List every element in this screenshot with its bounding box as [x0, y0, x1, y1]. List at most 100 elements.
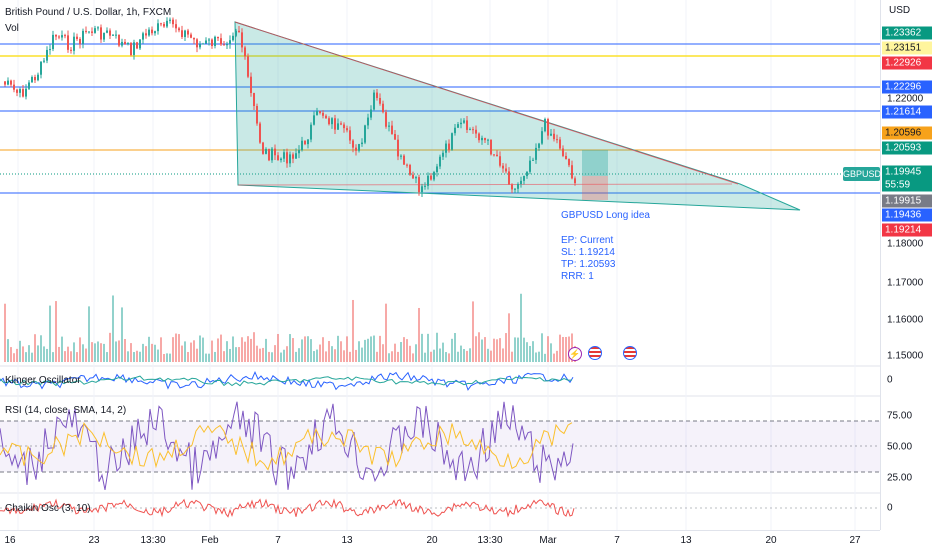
time-tick: 7	[275, 535, 281, 546]
candle-body	[559, 139, 561, 149]
volume-bar	[85, 348, 87, 362]
currency-label: USD	[889, 5, 911, 16]
candle-body	[517, 183, 519, 189]
candle-body	[118, 34, 120, 46]
candle-body	[565, 155, 567, 160]
volume-bar	[334, 349, 336, 362]
candle-body	[181, 30, 183, 37]
chaikin-tick: 0	[887, 502, 893, 514]
volume-bar	[310, 339, 312, 362]
volume-bar	[232, 336, 234, 362]
candle-body	[325, 115, 327, 119]
candle-body	[100, 27, 102, 40]
lightning-event-icon[interactable]: ⚡	[568, 347, 582, 361]
volume-bar	[82, 344, 84, 362]
klinger-label[interactable]: Klinger Oscillator	[5, 375, 81, 386]
candle-body	[337, 123, 339, 130]
volume-bar	[256, 345, 258, 362]
rsi-label[interactable]: RSI (14, close, SMA, 14, 2)	[5, 405, 127, 416]
candle-body	[457, 124, 459, 128]
volume-bar	[316, 349, 318, 362]
candle-body	[472, 129, 474, 131]
candle-body	[142, 33, 144, 40]
volume-label[interactable]: Vol	[5, 23, 19, 34]
volume-bar	[331, 346, 333, 362]
candle-body	[31, 76, 33, 83]
volume-bar	[34, 334, 36, 362]
volume-bar	[424, 352, 426, 362]
us-flag-event-icon[interactable]	[588, 346, 602, 360]
us-flag-event-icon[interactable]	[623, 346, 637, 360]
price-badge: 1.22296	[882, 80, 932, 94]
candle-body	[463, 120, 465, 123]
symbol-title[interactable]: British Pound / U.S. Dollar, 1h, FXCM	[5, 7, 172, 18]
candle-body	[28, 82, 30, 89]
candle-body	[352, 140, 354, 148]
volume-bar	[244, 341, 246, 362]
candle-body	[244, 47, 246, 57]
price-scale[interactable]: USD 1.22000 1.18000 1.17000 1.16000 1.15…	[880, 0, 932, 530]
candle-body	[421, 186, 423, 193]
volume-bar	[112, 295, 114, 362]
volume-bar	[469, 348, 471, 362]
volume-bar	[268, 351, 270, 362]
volume-bar	[16, 348, 18, 362]
chart-canvas[interactable]	[0, 0, 880, 530]
volume-bar	[346, 336, 348, 362]
idea-entry: EP: Current	[561, 235, 614, 246]
candle-body	[202, 43, 204, 45]
chart-area[interactable]: British Pound / U.S. Dollar, 1h, FXCM Vo…	[0, 0, 880, 530]
long-position-stop	[582, 176, 608, 200]
candle-body	[256, 106, 258, 124]
candle-body	[214, 36, 216, 47]
price-badge: 1.19915	[882, 194, 932, 208]
volume-bar	[235, 347, 237, 362]
candle-body	[529, 160, 531, 172]
price-tick: 1.16000	[887, 314, 924, 326]
time-scale[interactable]: 16 23 13:30 Feb 7 13 20 13:30 Mar 7 13 2…	[0, 530, 880, 550]
candle-body	[328, 118, 330, 125]
volume-bar	[319, 344, 321, 362]
candle-body	[94, 28, 96, 33]
candle-body	[406, 164, 408, 166]
volume-bar	[178, 334, 180, 362]
volume-bar	[154, 344, 156, 362]
volume-bar	[241, 337, 243, 362]
volume-bar	[400, 342, 402, 362]
volume-bar	[409, 345, 411, 362]
candle-body	[187, 30, 189, 35]
candle-body	[64, 35, 66, 37]
volume-bar	[253, 332, 255, 362]
candle-body	[292, 154, 294, 159]
candle-body	[259, 123, 261, 143]
volume-bar	[31, 352, 33, 362]
candle-body	[511, 184, 513, 190]
volume-bar	[280, 352, 282, 362]
volume-bar	[229, 348, 231, 362]
candle-body	[535, 147, 537, 160]
volume-bar	[448, 353, 450, 362]
countdown-badge: 55:59	[882, 178, 932, 192]
time-tick: 7	[614, 535, 620, 546]
volume-bar	[4, 303, 6, 362]
candle-body	[445, 143, 447, 153]
volume-bar	[217, 338, 219, 362]
chaikin-label[interactable]: Chaikin Osc (3, 10)	[5, 503, 91, 514]
volume-bar	[277, 333, 279, 362]
volume-bar	[427, 333, 429, 362]
candle-body	[469, 129, 471, 131]
ticker-tag[interactable]: GBPUSD	[843, 167, 882, 181]
volume-bar	[79, 337, 81, 362]
candle-body	[502, 165, 504, 169]
volume-bar	[187, 351, 189, 362]
volume-bar	[238, 347, 240, 362]
candle-body	[103, 32, 105, 40]
candle-body	[532, 159, 534, 161]
volume-bar	[382, 344, 384, 362]
volume-bar	[475, 336, 477, 362]
volume-bar	[394, 343, 396, 362]
candle-body	[145, 33, 147, 36]
volume-bar	[340, 341, 342, 362]
volume-bar	[484, 337, 486, 362]
volume-bar	[163, 353, 165, 362]
